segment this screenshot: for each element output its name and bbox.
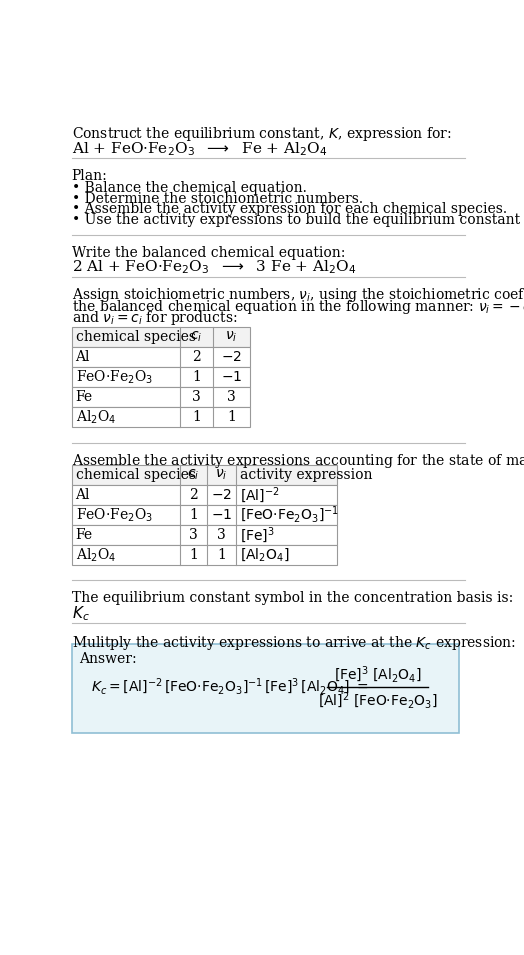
- Bar: [72, 328, 250, 347]
- Text: 1: 1: [192, 411, 201, 424]
- Text: Plan:: Plan:: [72, 169, 107, 183]
- Text: Answer:: Answer:: [80, 652, 137, 666]
- Text: The equilibrium constant symbol in the concentration basis is:: The equilibrium constant symbol in the c…: [72, 591, 513, 605]
- Bar: [72, 485, 337, 505]
- Bar: [72, 505, 337, 525]
- Text: 1: 1: [189, 508, 198, 522]
- Bar: [72, 407, 250, 427]
- Text: $c_i$: $c_i$: [190, 329, 203, 345]
- Text: chemical species: chemical species: [75, 330, 195, 344]
- Text: and $\nu_i = c_i$ for products:: and $\nu_i = c_i$ for products:: [72, 309, 237, 328]
- Text: Al + FeO$\cdot$Fe$_2$O$_3$  $\longrightarrow$  Fe + Al$_2$O$_4$: Al + FeO$\cdot$Fe$_2$O$_3$ $\longrightar…: [72, 140, 328, 158]
- Bar: [72, 545, 337, 565]
- Text: Assemble the activity expressions accounting for the state of matter and $\nu_i$: Assemble the activity expressions accoun…: [72, 452, 524, 470]
- Text: 3: 3: [192, 391, 201, 404]
- Text: 2: 2: [192, 350, 201, 364]
- Text: Al: Al: [75, 488, 90, 502]
- Text: $\mathrm{[Al]^2\ [FeO{\cdot}Fe_2O_3]}$: $\mathrm{[Al]^2\ [FeO{\cdot}Fe_2O_3]}$: [318, 690, 438, 711]
- Bar: [72, 465, 337, 485]
- Bar: [72, 347, 250, 367]
- Text: Write the balanced chemical equation:: Write the balanced chemical equation:: [72, 245, 345, 260]
- Text: • Assemble the activity expression for each chemical species.: • Assemble the activity expression for e…: [72, 202, 507, 217]
- Text: Assign stoichiometric numbers, $\nu_i$, using the stoichiometric coefficients, $: Assign stoichiometric numbers, $\nu_i$, …: [72, 286, 524, 305]
- Text: $-1$: $-1$: [211, 508, 232, 522]
- Text: $K_c = \mathrm{[Al]^{-2}\,[FeO{\cdot}Fe_2O_3]^{-1}\,[Fe]^3\,[Al_2O_4]}\ =$: $K_c = \mathrm{[Al]^{-2}\,[FeO{\cdot}Fe_…: [91, 676, 368, 697]
- Text: 2 Al + FeO$\cdot$Fe$_2$O$_3$  $\longrightarrow$  3 Fe + Al$_2$O$_4$: 2 Al + FeO$\cdot$Fe$_2$O$_3$ $\longright…: [72, 259, 356, 276]
- Text: • Determine the stoichiometric numbers.: • Determine the stoichiometric numbers.: [72, 192, 363, 205]
- Text: 3: 3: [189, 528, 198, 542]
- Text: 1: 1: [227, 411, 236, 424]
- Text: Construct the equilibrium constant, $K$, expression for:: Construct the equilibrium constant, $K$,…: [72, 124, 451, 142]
- Text: • Use the activity expressions to build the equilibrium constant expression.: • Use the activity expressions to build …: [72, 213, 524, 227]
- Bar: [72, 525, 337, 545]
- Text: 3: 3: [217, 528, 226, 542]
- Text: Fe: Fe: [75, 391, 93, 404]
- Text: $-2$: $-2$: [211, 488, 232, 502]
- Text: $c_i$: $c_i$: [187, 468, 200, 482]
- Text: $[\mathrm{Al_2O_4}]$: $[\mathrm{Al_2O_4}]$: [240, 546, 289, 563]
- Text: $\nu_i$: $\nu_i$: [225, 329, 237, 345]
- Text: chemical species: chemical species: [75, 468, 195, 482]
- Text: FeO$\cdot$Fe$_2$O$_3$: FeO$\cdot$Fe$_2$O$_3$: [75, 369, 152, 386]
- Text: 1: 1: [217, 548, 226, 562]
- Text: $\mathrm{[Fe]^3\ [Al_2O_4]}$: $\mathrm{[Fe]^3\ [Al_2O_4]}$: [334, 664, 422, 685]
- Text: the balanced chemical equation in the following manner: $\nu_i = -c_i$ for react: the balanced chemical equation in the fo…: [72, 298, 524, 316]
- Text: $[\mathrm{FeO{\cdot}Fe_2O_3}]^{-1}$: $[\mathrm{FeO{\cdot}Fe_2O_3}]^{-1}$: [240, 505, 339, 525]
- Text: Mulitply the activity expressions to arrive at the $K_c$ expression:: Mulitply the activity expressions to arr…: [72, 633, 516, 651]
- Text: FeO$\cdot$Fe$_2$O$_3$: FeO$\cdot$Fe$_2$O$_3$: [75, 506, 152, 523]
- Text: activity expression: activity expression: [240, 468, 373, 482]
- Bar: [72, 367, 250, 387]
- Text: $K_c$: $K_c$: [72, 605, 90, 623]
- Text: Al$_2$O$_4$: Al$_2$O$_4$: [75, 546, 116, 563]
- Text: Al: Al: [75, 350, 90, 364]
- Text: $[\mathrm{Al}]^{-2}$: $[\mathrm{Al}]^{-2}$: [240, 485, 279, 505]
- Text: • Balance the chemical equation.: • Balance the chemical equation.: [72, 180, 307, 195]
- Text: 3: 3: [227, 391, 236, 404]
- Text: Fe: Fe: [75, 528, 93, 542]
- Text: $[\mathrm{Fe}]^3$: $[\mathrm{Fe}]^3$: [240, 525, 275, 545]
- Text: $-1$: $-1$: [221, 371, 242, 384]
- Text: Al$_2$O$_4$: Al$_2$O$_4$: [75, 409, 116, 426]
- FancyBboxPatch shape: [72, 645, 459, 732]
- Text: 1: 1: [189, 548, 198, 562]
- Text: 2: 2: [189, 488, 198, 502]
- Text: $-2$: $-2$: [221, 350, 242, 364]
- Bar: [72, 387, 250, 407]
- Text: $\nu_i$: $\nu_i$: [215, 468, 227, 482]
- Text: 1: 1: [192, 371, 201, 384]
